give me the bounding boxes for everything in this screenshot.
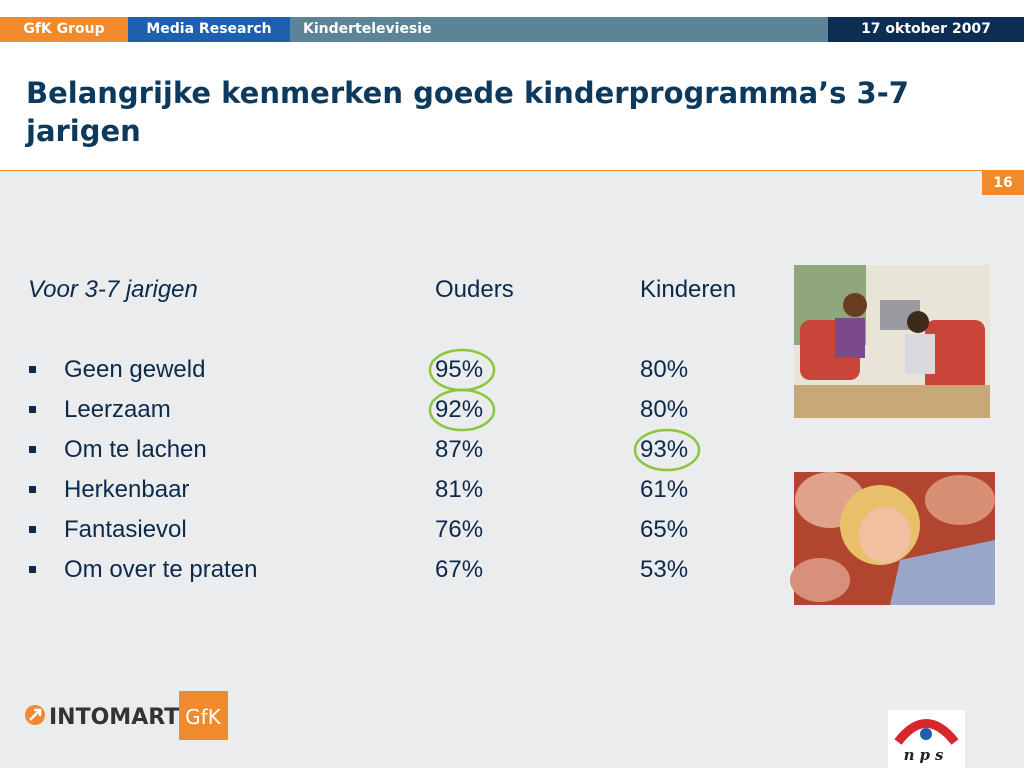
tab: 17 oktober 2007	[828, 17, 1024, 42]
value-cell: 76%	[435, 516, 484, 543]
column-header: Ouders	[435, 276, 514, 303]
value-cell: 87%	[435, 436, 484, 463]
bullet	[29, 566, 36, 573]
row-label: Leerzaam	[64, 396, 171, 423]
photo-kids-tv	[794, 265, 990, 418]
nps-logo: nps	[888, 710, 965, 768]
row-label: Herkenbaar	[64, 476, 190, 503]
row-label: Fantasievol	[64, 516, 187, 543]
bullet	[29, 486, 36, 493]
tab: GfK Group	[0, 17, 128, 42]
highlight-circle	[633, 428, 701, 472]
bullet	[29, 446, 36, 453]
logo-text: GfK	[185, 705, 222, 729]
value-cell: 65%	[640, 516, 689, 543]
value-cell: 80%	[640, 356, 689, 383]
value-cell: 95%	[435, 356, 484, 383]
highlight-circle	[428, 388, 496, 432]
value-cell: 61%	[640, 476, 689, 503]
row-label: Om te lachen	[64, 436, 207, 463]
intomart-logo: INTOMART GfK	[25, 691, 228, 740]
row-label: Om over te praten	[64, 556, 258, 583]
page-number: 16	[982, 171, 1024, 195]
value-cell: 80%	[640, 396, 689, 423]
title: Belangrijke kenmerken goede kinderprogra…	[26, 76, 909, 148]
value-cell: 81%	[435, 476, 484, 503]
row-label: Geen geweld	[64, 356, 206, 383]
logo-text: INTOMART	[49, 705, 179, 730]
value-cell: 53%	[640, 556, 689, 583]
bullet	[29, 406, 36, 413]
tab: Kinderteleviesie	[290, 17, 828, 42]
bullet	[29, 526, 36, 533]
tab: Media Research	[128, 17, 290, 42]
value-cell: 67%	[435, 556, 484, 583]
logo-text: nps	[904, 746, 949, 764]
column-header: Kinderen	[640, 276, 737, 303]
value-cell: 92%	[435, 396, 484, 423]
column-header: Voor 3-7 jarigen	[28, 276, 198, 303]
photo-laughing-kids	[790, 472, 995, 605]
bullet	[29, 366, 36, 373]
value-cell: 93%	[640, 436, 689, 463]
